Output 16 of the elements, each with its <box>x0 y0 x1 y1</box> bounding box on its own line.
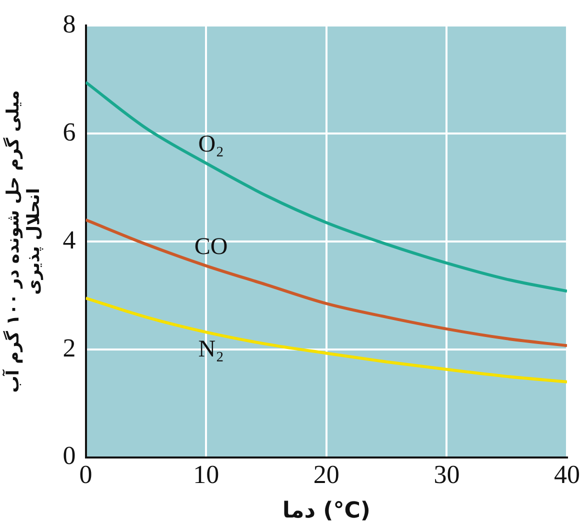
y-tick-label: 4 <box>62 225 76 254</box>
y-tick-label: 6 <box>62 117 76 146</box>
y-tick-label: 2 <box>62 333 76 362</box>
line-series <box>86 296 567 384</box>
x-tick-label: 10 <box>193 460 220 489</box>
line-series <box>86 80 567 293</box>
x-tick-label: 20 <box>313 460 340 489</box>
series-label: N₂ <box>198 336 224 362</box>
y-tick-label: 0 <box>62 441 76 470</box>
x-axis-title: دما (°C) <box>282 498 370 524</box>
y-tick-label: 8 <box>62 9 76 38</box>
y-axis-title: میلی گرم حل شونده در ۱۰۰ گرم آب انحلال پذیری <box>2 90 44 393</box>
x-tick-label: 40 <box>554 460 580 489</box>
series-label: O₂ <box>198 132 224 158</box>
series-label: CO <box>194 234 228 260</box>
x-tick-label: 30 <box>434 460 460 489</box>
